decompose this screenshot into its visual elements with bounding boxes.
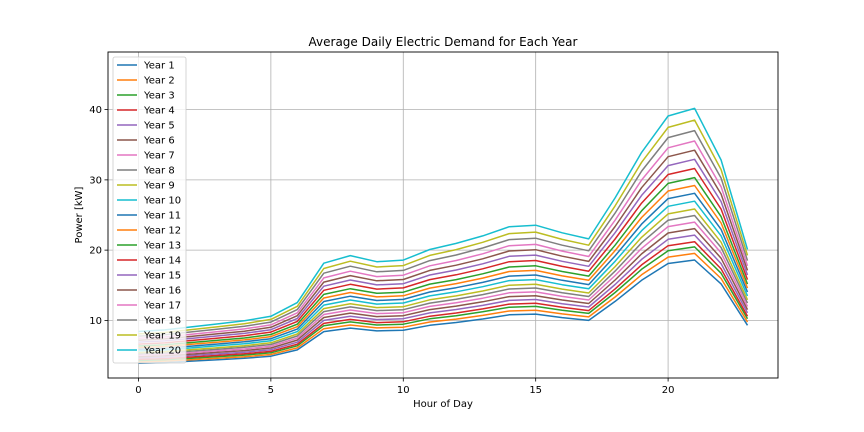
series-line-year-2 — [138, 252, 749, 363]
x-tick-label: 10 — [397, 385, 410, 396]
series-line-year-17 — [138, 140, 749, 340]
legend-label: Year 8 — [143, 166, 175, 177]
series-line-year-5 — [138, 234, 749, 359]
legend-label: Year 18 — [143, 316, 181, 327]
legend-label: Year 19 — [143, 331, 181, 342]
axis-ticks: 0 5 10 15 20 10 20 30 40 — [89, 105, 674, 396]
series-line-year-8 — [138, 214, 749, 355]
series-lines — [138, 107, 749, 364]
y-tick-label: 40 — [89, 105, 102, 116]
legend-label: Year 4 — [143, 106, 175, 117]
y-tick-label: 20 — [89, 246, 102, 257]
x-tick-label: 5 — [268, 385, 274, 396]
y-axis-label: Power [kW] — [74, 186, 85, 243]
series-line-year-10 — [138, 200, 749, 352]
legend-label: Year 6 — [143, 136, 175, 147]
chart-title: Average Daily Electric Demand for Each Y… — [309, 35, 578, 49]
legend-label: Year 9 — [143, 181, 175, 192]
legend-label: Year 16 — [143, 286, 181, 297]
series-line-year-15 — [138, 158, 749, 343]
legend-label: Year 10 — [143, 196, 181, 207]
y-tick-label: 10 — [89, 316, 102, 327]
legend-label: Year 11 — [143, 211, 181, 222]
series-line-year-14 — [138, 167, 749, 345]
x-axis-label: Hour of Day — [413, 399, 473, 410]
legend-label: Year 13 — [143, 241, 181, 252]
legend-label: Year 12 — [143, 226, 181, 237]
series-line-year-6 — [138, 227, 749, 358]
legend-label: Year 1 — [143, 61, 175, 72]
series-line-year-20 — [138, 107, 749, 333]
legend-label: Year 5 — [143, 121, 175, 132]
series-line-year-19 — [138, 119, 749, 335]
legend: Year 1 Year 2 Year 3 Year 4 Year 5 Year 6 Year… — [112, 56, 187, 364]
legend-label: Year 7 — [143, 151, 175, 162]
x-tick-label: 15 — [529, 385, 542, 396]
legend-label: Year 2 — [143, 76, 175, 87]
series-line-year-9 — [138, 208, 749, 354]
series-line-year-11 — [138, 192, 749, 351]
legend-label: Year 15 — [143, 271, 181, 282]
x-tick-label: 0 — [135, 385, 141, 396]
series-line-year-3 — [138, 246, 749, 362]
legend-label: Year 17 — [143, 301, 181, 312]
x-tick-label: 20 — [662, 385, 675, 396]
legend-label: Year 14 — [143, 256, 181, 267]
series-line-year-16 — [138, 149, 749, 341]
series-line-year-18 — [138, 129, 749, 337]
series-line-year-1 — [138, 259, 749, 364]
plot-frame — [107, 51, 779, 379]
legend-box — [112, 56, 187, 364]
y-tick-label: 30 — [89, 175, 102, 186]
series-line-year-12 — [138, 184, 749, 349]
series-line-year-13 — [138, 176, 749, 347]
series-line-year-4 — [138, 240, 749, 361]
series-line-year-7 — [138, 221, 749, 357]
legend-label: Year 3 — [143, 91, 175, 102]
legend-label: Year 20 — [143, 346, 181, 357]
